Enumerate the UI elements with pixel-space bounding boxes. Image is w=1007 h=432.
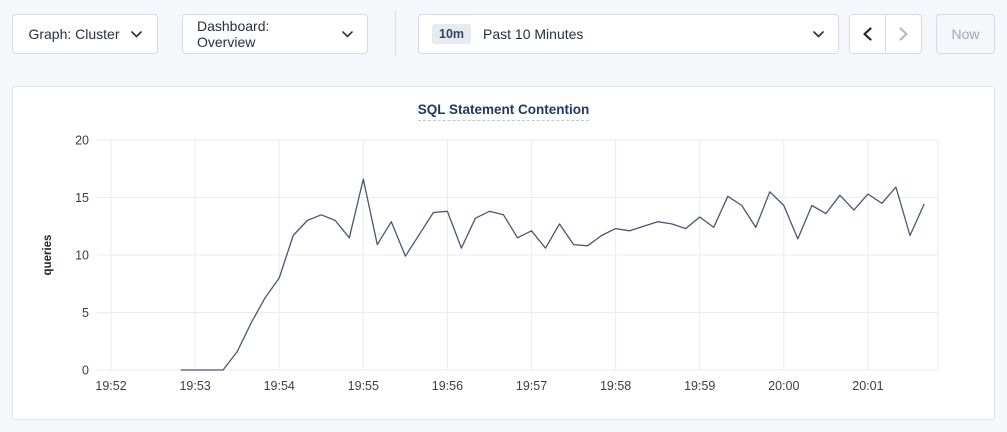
chevron-down-icon [130, 30, 142, 37]
now-button-label: Now [951, 26, 980, 42]
x-axis-tick-labels: 19:52 19:53 19:54 19:55 19:56 19:57 19:58 19:59… [95, 379, 883, 393]
time-range-badge: 10m [432, 24, 472, 44]
y-axis-tick-labels: 0 5 10 15 20 [75, 134, 89, 378]
chevron-left-icon [863, 27, 872, 41]
svg-text:19:57: 19:57 [516, 379, 547, 393]
svg-text:5: 5 [82, 306, 89, 320]
svg-text:19:52: 19:52 [95, 379, 126, 393]
toolbar-divider [395, 10, 396, 57]
svg-text:20:00: 20:00 [768, 379, 799, 393]
svg-text:19:59: 19:59 [684, 379, 715, 393]
svg-text:20: 20 [75, 134, 89, 148]
series-line [180, 178, 925, 371]
chart-title-wrap: SQL Statement Contention [13, 101, 994, 121]
next-range-button[interactable] [885, 15, 921, 53]
svg-text:15: 15 [75, 191, 89, 205]
chevron-down-icon [342, 30, 353, 37]
svg-text:19:53: 19:53 [179, 379, 210, 393]
previous-range-button[interactable] [850, 15, 885, 53]
svg-text:19:54: 19:54 [264, 379, 295, 393]
time-range-dropdown[interactable]: 10m Past 10 Minutes [418, 14, 839, 54]
dashboard-dropdown[interactable]: Dashboard: Overview [182, 14, 368, 54]
dashboard-dropdown-label: Dashboard: Overview [197, 18, 270, 50]
graph-dropdown[interactable]: Graph: Cluster [12, 14, 158, 54]
grid-lines [97, 139, 939, 371]
svg-text:19:56: 19:56 [432, 379, 463, 393]
svg-text:19:58: 19:58 [600, 379, 631, 393]
chart-card: 0 5 10 15 20 19:52 19:53 19:54 19:55 19:56 19:57 19… [12, 86, 995, 420]
svg-text:19:55: 19:55 [348, 379, 379, 393]
svg-text:20:01: 20:01 [852, 379, 883, 393]
graph-dropdown-label: Graph: Cluster [28, 26, 120, 42]
chevron-right-icon [899, 27, 908, 41]
time-range-label: Past 10 Minutes [483, 26, 584, 42]
chevron-down-icon [813, 30, 824, 37]
time-range-nav [849, 14, 922, 54]
now-button[interactable]: Now [936, 14, 995, 54]
svg-text:10: 10 [75, 249, 89, 263]
chart-title[interactable]: SQL Statement Contention [417, 102, 590, 121]
svg-text:0: 0 [82, 364, 89, 378]
y-axis-label: queries [42, 235, 54, 276]
